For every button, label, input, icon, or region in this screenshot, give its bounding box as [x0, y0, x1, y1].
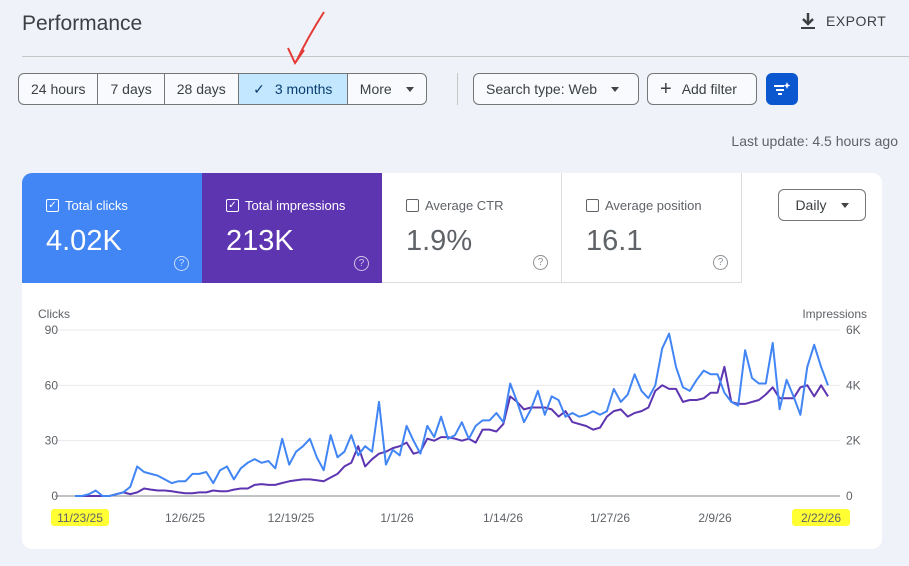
page-title: Performance	[22, 12, 143, 35]
x-tick-label: 12/19/25	[268, 511, 315, 525]
metric-value: 1.9%	[406, 225, 473, 257]
range-more-dropdown[interactable]: More	[348, 74, 426, 104]
highlight-annotation	[51, 509, 109, 526]
metric-value: 213K	[226, 225, 294, 257]
metric-label: Total clicks	[65, 198, 128, 213]
last-update: Last update: 4.5 hours ago	[731, 133, 898, 149]
metric-average-position[interactable]: Average position 16.1 ?	[562, 173, 742, 283]
search-type-dropdown[interactable]: Search type: Web	[473, 73, 639, 105]
red-arrow-annotation	[287, 11, 325, 66]
x-tick-label: 2/9/26	[698, 511, 732, 525]
granularity-label: Daily	[795, 197, 827, 213]
right-tick-label: 4K	[846, 378, 861, 392]
metric-total-clicks[interactable]: ✓ Total clicks 4.02K ?	[22, 173, 202, 283]
help-icon[interactable]: ?	[354, 256, 369, 271]
toolbar-divider	[457, 73, 458, 105]
range-3-months[interactable]: ✓ 3 months	[238, 74, 348, 104]
checkbox-unchecked-icon[interactable]	[406, 199, 419, 212]
left-tick-label: 90	[45, 323, 59, 337]
range-3-months-label: 3 months	[274, 81, 333, 97]
caret-down-icon	[405, 86, 414, 92]
export-button[interactable]: EXPORT	[800, 12, 886, 30]
x-tick-label: 11/23/25	[57, 511, 103, 525]
performance-panel: ✓ Total clicks 4.02K ? ✓ Total impressions…	[22, 173, 882, 549]
right-tick-label: 6K	[846, 323, 861, 337]
help-icon[interactable]: ?	[174, 256, 189, 271]
metric-value: 16.1	[586, 225, 643, 257]
x-tick-label: 2/22/26	[801, 511, 841, 525]
x-tick-label: 12/6/25	[165, 511, 205, 525]
left-axis-label: Clicks	[38, 307, 70, 321]
highlight-annotation	[792, 509, 850, 526]
metric-value: 4.02K	[46, 225, 122, 257]
left-tick-label: 60	[45, 378, 59, 392]
plus-icon: +	[660, 78, 672, 100]
x-tick-label: 1/27/26	[590, 511, 630, 525]
range-28-days[interactable]: 28 days	[165, 74, 239, 104]
header-divider	[22, 56, 909, 57]
more-label: More	[359, 81, 392, 97]
range-7-days[interactable]: 7 days	[98, 74, 165, 104]
ai-filter-button[interactable]	[766, 73, 798, 105]
export-label: EXPORT	[826, 13, 887, 29]
help-icon[interactable]: ?	[713, 255, 728, 270]
checkbox-checked-icon[interactable]: ✓	[226, 199, 239, 212]
add-filter-button[interactable]: + Add filter	[647, 73, 757, 105]
left-tick-label: 30	[45, 434, 59, 448]
series-line-clicks	[75, 332, 829, 497]
metric-label: Average position	[605, 198, 702, 213]
right-tick-label: 0	[846, 489, 853, 503]
x-tick-label: 1/1/26	[380, 511, 414, 525]
right-axis-label: Impressions	[802, 307, 867, 321]
granularity-dropdown[interactable]: Daily	[778, 189, 866, 221]
search-type-label: Search type: Web	[486, 81, 598, 97]
right-tick-label: 2K	[846, 434, 861, 448]
download-icon	[801, 13, 815, 29]
range-24-hours[interactable]: 24 hours	[19, 74, 99, 104]
metric-total-impressions[interactable]: ✓ Total impressions 213K ?	[202, 173, 382, 283]
metric-label: Average CTR	[425, 198, 504, 213]
checkbox-checked-icon[interactable]: ✓	[46, 199, 59, 212]
caret-down-icon	[611, 86, 620, 92]
help-icon[interactable]: ?	[533, 255, 548, 270]
add-filter-label: Add filter	[681, 81, 737, 97]
caret-down-icon	[840, 202, 849, 208]
checkbox-unchecked-icon[interactable]	[586, 199, 599, 212]
filter-sparkle-icon	[774, 82, 791, 95]
left-tick-label: 0	[51, 489, 58, 503]
check-icon: ✓	[253, 80, 265, 97]
metric-label: Total impressions	[245, 198, 346, 213]
series-line-impressions	[75, 365, 829, 497]
metric-average-ctr[interactable]: Average CTR 1.9% ?	[382, 173, 562, 283]
date-range-selector: 24 hours 7 days 28 days ✓ 3 months More	[18, 73, 427, 105]
x-tick-label: 1/14/26	[483, 511, 523, 525]
